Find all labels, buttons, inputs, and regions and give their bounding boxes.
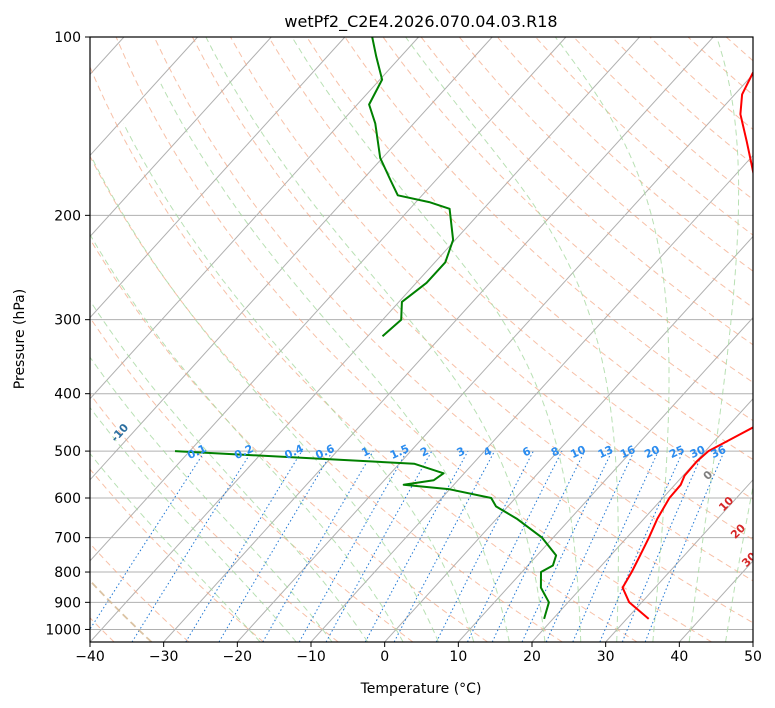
- dry-adiabat-line: [90, 155, 563, 642]
- y-tick-label: 300: [54, 313, 81, 329]
- dry-adiabat-line: [458, 37, 753, 309]
- dry-adiabats: [90, 37, 753, 642]
- mixing-ratio-line: [325, 450, 433, 642]
- mixing-ratio-lines: [90, 450, 725, 642]
- mixing-ratio-line: [599, 450, 684, 642]
- x-tick-label: 40: [670, 649, 688, 665]
- x-axis-label: Temperature (°C): [360, 681, 482, 697]
- dry-adiabat-line: [90, 238, 488, 642]
- isotherm-line: [531, 397, 753, 642]
- mixing-ratio-label: 16: [618, 443, 638, 461]
- isotherm-line: [90, 37, 493, 481]
- y-tick-label: 1000: [45, 622, 81, 638]
- y-tick-label: 700: [54, 531, 81, 547]
- moist-adiabat-line: [554, 37, 670, 642]
- dry-adiabat-line: [90, 542, 190, 642]
- mixing-ratio-line: [435, 450, 534, 642]
- moist-adiabat-line: [205, 37, 546, 642]
- x-axis: −40 −30 −20 −10 0 10 20 30 40 50: [75, 642, 762, 665]
- mixing-ratio-label: 13: [596, 443, 615, 461]
- mixing-ratio-label: 30: [688, 443, 708, 461]
- x-tick-label: 20: [523, 649, 541, 665]
- mixing-ratio-label: 20: [642, 443, 662, 461]
- mixing-ratio-line: [644, 450, 725, 642]
- dry-adiabat-line: [153, 37, 753, 624]
- x-tick-label: 30: [597, 649, 615, 665]
- mixing-ratio-line: [621, 450, 705, 642]
- x-tick-label: −30: [149, 649, 179, 665]
- isotherm-line: [236, 73, 753, 642]
- x-tick-label: 50: [744, 649, 762, 665]
- isotherm-line: [90, 37, 198, 157]
- x-tick-label: −10: [296, 649, 326, 665]
- moist-adiabat-line: [123, 123, 475, 642]
- mixing-ratio-line: [364, 450, 469, 642]
- dry-adiabat-line: [268, 37, 753, 500]
- dewpoint-line: [174, 450, 558, 620]
- y-tick-label: 400: [54, 387, 81, 403]
- moist-adiabat-line: [90, 299, 369, 642]
- y-axis-label: Pressure (hPa): [12, 289, 28, 389]
- chart-title: wetPf2_C2E4.2026.070.04.03.R18: [284, 12, 557, 32]
- moist-adiabat-line: [405, 37, 619, 642]
- boundary-curve: [90, 579, 153, 642]
- dewpoint-upper-line: [368, 37, 455, 338]
- mixing-ratio-label: 36: [709, 443, 729, 461]
- mixing-ratio-label: 25: [667, 443, 686, 461]
- moist-adiabat-line: [688, 37, 740, 642]
- moist-adiabat-label: 40: [750, 578, 770, 598]
- y-tick-label: 200: [54, 208, 81, 224]
- mixing-ratio-line: [572, 450, 659, 642]
- moist-adiabat-line: [291, 37, 582, 642]
- isotherm-line: [457, 316, 753, 642]
- skewed-isotherms: [90, 37, 753, 642]
- isotherm-line: [90, 37, 419, 400]
- moist-adiabat-line: [91, 157, 439, 642]
- x-tick-label: −40: [75, 649, 105, 665]
- y-axis: 100 200 300 400 500 600 700 800 900 1000: [45, 30, 90, 638]
- isotherm-line: [605, 479, 753, 642]
- mixing-ratio-line: [298, 450, 408, 642]
- isotherm-line: [90, 37, 272, 238]
- pressure-gridlines: [90, 37, 753, 630]
- isotherm-line: [384, 235, 753, 642]
- moist-adiabat-line: [90, 233, 404, 642]
- isotherm-line: [90, 37, 640, 642]
- isotherm-line: [90, 37, 346, 319]
- y-tick-label: 600: [54, 491, 81, 507]
- y-tick-label: 500: [54, 444, 81, 460]
- mixing-ratio-line: [467, 450, 563, 642]
- mixing-ratio-label: 10: [568, 443, 588, 461]
- dry-adiabat-line: [90, 468, 264, 642]
- y-tick-label: 900: [54, 595, 81, 611]
- line-labels: -100-90-80-70-60-50-40-30-20-10010203040…: [108, 421, 770, 598]
- plot-frame: [89, 36, 754, 643]
- temperature-line: [621, 71, 753, 620]
- y-tick-label: 800: [54, 565, 81, 581]
- boundary-curve-line: [90, 579, 153, 642]
- mixing-ratio-line: [131, 450, 253, 642]
- x-tick-label: 0: [380, 649, 389, 665]
- dry-adiabat-line: [115, 37, 712, 642]
- dry-adiabat-line: [191, 37, 753, 582]
- moist-adiabat-line: [90, 356, 333, 642]
- dry-adiabat-line: [230, 37, 753, 541]
- plot-area: -100-90-80-70-60-50-40-30-20-10010203040…: [90, 37, 770, 642]
- isotherm-line: [90, 37, 567, 562]
- mixing-ratio-line: [185, 450, 303, 642]
- dry-adiabat-line: [306, 37, 753, 461]
- moist-adiabat-line: [725, 483, 753, 642]
- mixing-ratio-line: [90, 450, 206, 631]
- dry-adiabat-line: [90, 393, 339, 642]
- x-tick-label: 10: [449, 649, 467, 665]
- x-tick-label: −20: [223, 649, 253, 665]
- y-tick-label: 100: [54, 30, 81, 46]
- profile-series: [174, 37, 753, 620]
- moist-adiabat-line: [90, 406, 297, 642]
